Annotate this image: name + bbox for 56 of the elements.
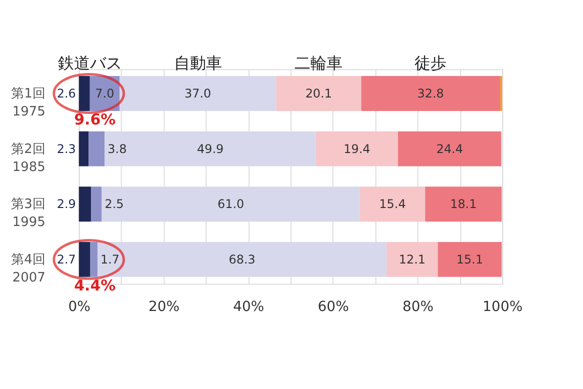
bar xyxy=(102,186,360,222)
x-tick-label: 60% xyxy=(318,299,349,316)
bar xyxy=(425,186,502,222)
data-label: 37.0 xyxy=(184,86,212,100)
x-tick-label: 80% xyxy=(402,299,434,316)
x-tick-label: 0% xyxy=(68,299,90,316)
series-label: 鉄道 xyxy=(58,54,90,73)
bar xyxy=(438,242,502,277)
data-label: 2.3 xyxy=(56,142,76,156)
bar xyxy=(120,76,276,111)
bar xyxy=(276,76,362,111)
data-label: 32.8 xyxy=(417,86,444,100)
data-label: 49.9 xyxy=(196,142,224,156)
bar xyxy=(97,242,387,277)
data-label: 2.6 xyxy=(56,86,76,100)
data-label: 7.0 xyxy=(95,86,114,100)
y-tick-label: 第4回 2007 xyxy=(11,252,46,286)
bar xyxy=(398,131,502,166)
y-tick-label: 第1回 1975 xyxy=(11,86,46,120)
bar xyxy=(360,186,426,222)
bar xyxy=(90,242,98,277)
annotation: 4.4% xyxy=(74,276,116,294)
data-label: 2.5 xyxy=(104,197,124,212)
data-label: 2.7 xyxy=(56,252,76,266)
x-tick-label: 100% xyxy=(482,299,523,316)
bar xyxy=(386,242,438,277)
series-label: 徒歩 xyxy=(414,54,447,73)
x-tick-label: 20% xyxy=(148,299,180,316)
series-label: バス xyxy=(88,54,122,73)
y-tick-label: 第2回 1985 xyxy=(11,142,46,175)
series-label: 二輪車 xyxy=(294,54,343,73)
x-tick-label: 40% xyxy=(233,299,264,316)
data-label: 1.7 xyxy=(100,252,120,266)
bar xyxy=(91,186,102,222)
bar xyxy=(361,76,500,111)
data-label: 15.1 xyxy=(456,252,484,266)
data-label: 12.1 xyxy=(398,252,426,266)
bar xyxy=(78,186,92,222)
bar xyxy=(88,131,105,166)
y-tick-label: 第3回 1995 xyxy=(11,197,46,230)
data-label: 19.4 xyxy=(344,142,370,156)
bar xyxy=(104,131,316,166)
data-label: 2.9 xyxy=(56,197,76,212)
annotation: 9.6% xyxy=(74,110,116,128)
series-label: 自動車 xyxy=(174,54,222,73)
data-label: 24.4 xyxy=(436,142,463,156)
data-label: 20.1 xyxy=(305,86,332,100)
data-label: 3.8 xyxy=(108,142,127,156)
data-label: 18.1 xyxy=(450,197,477,212)
bar xyxy=(78,242,90,277)
bar xyxy=(316,131,398,166)
data-label: 15.4 xyxy=(379,197,406,212)
data-label: 68.3 xyxy=(228,252,256,266)
bar xyxy=(78,131,89,166)
data-label: 61.0 xyxy=(217,197,244,212)
bar xyxy=(78,76,90,111)
